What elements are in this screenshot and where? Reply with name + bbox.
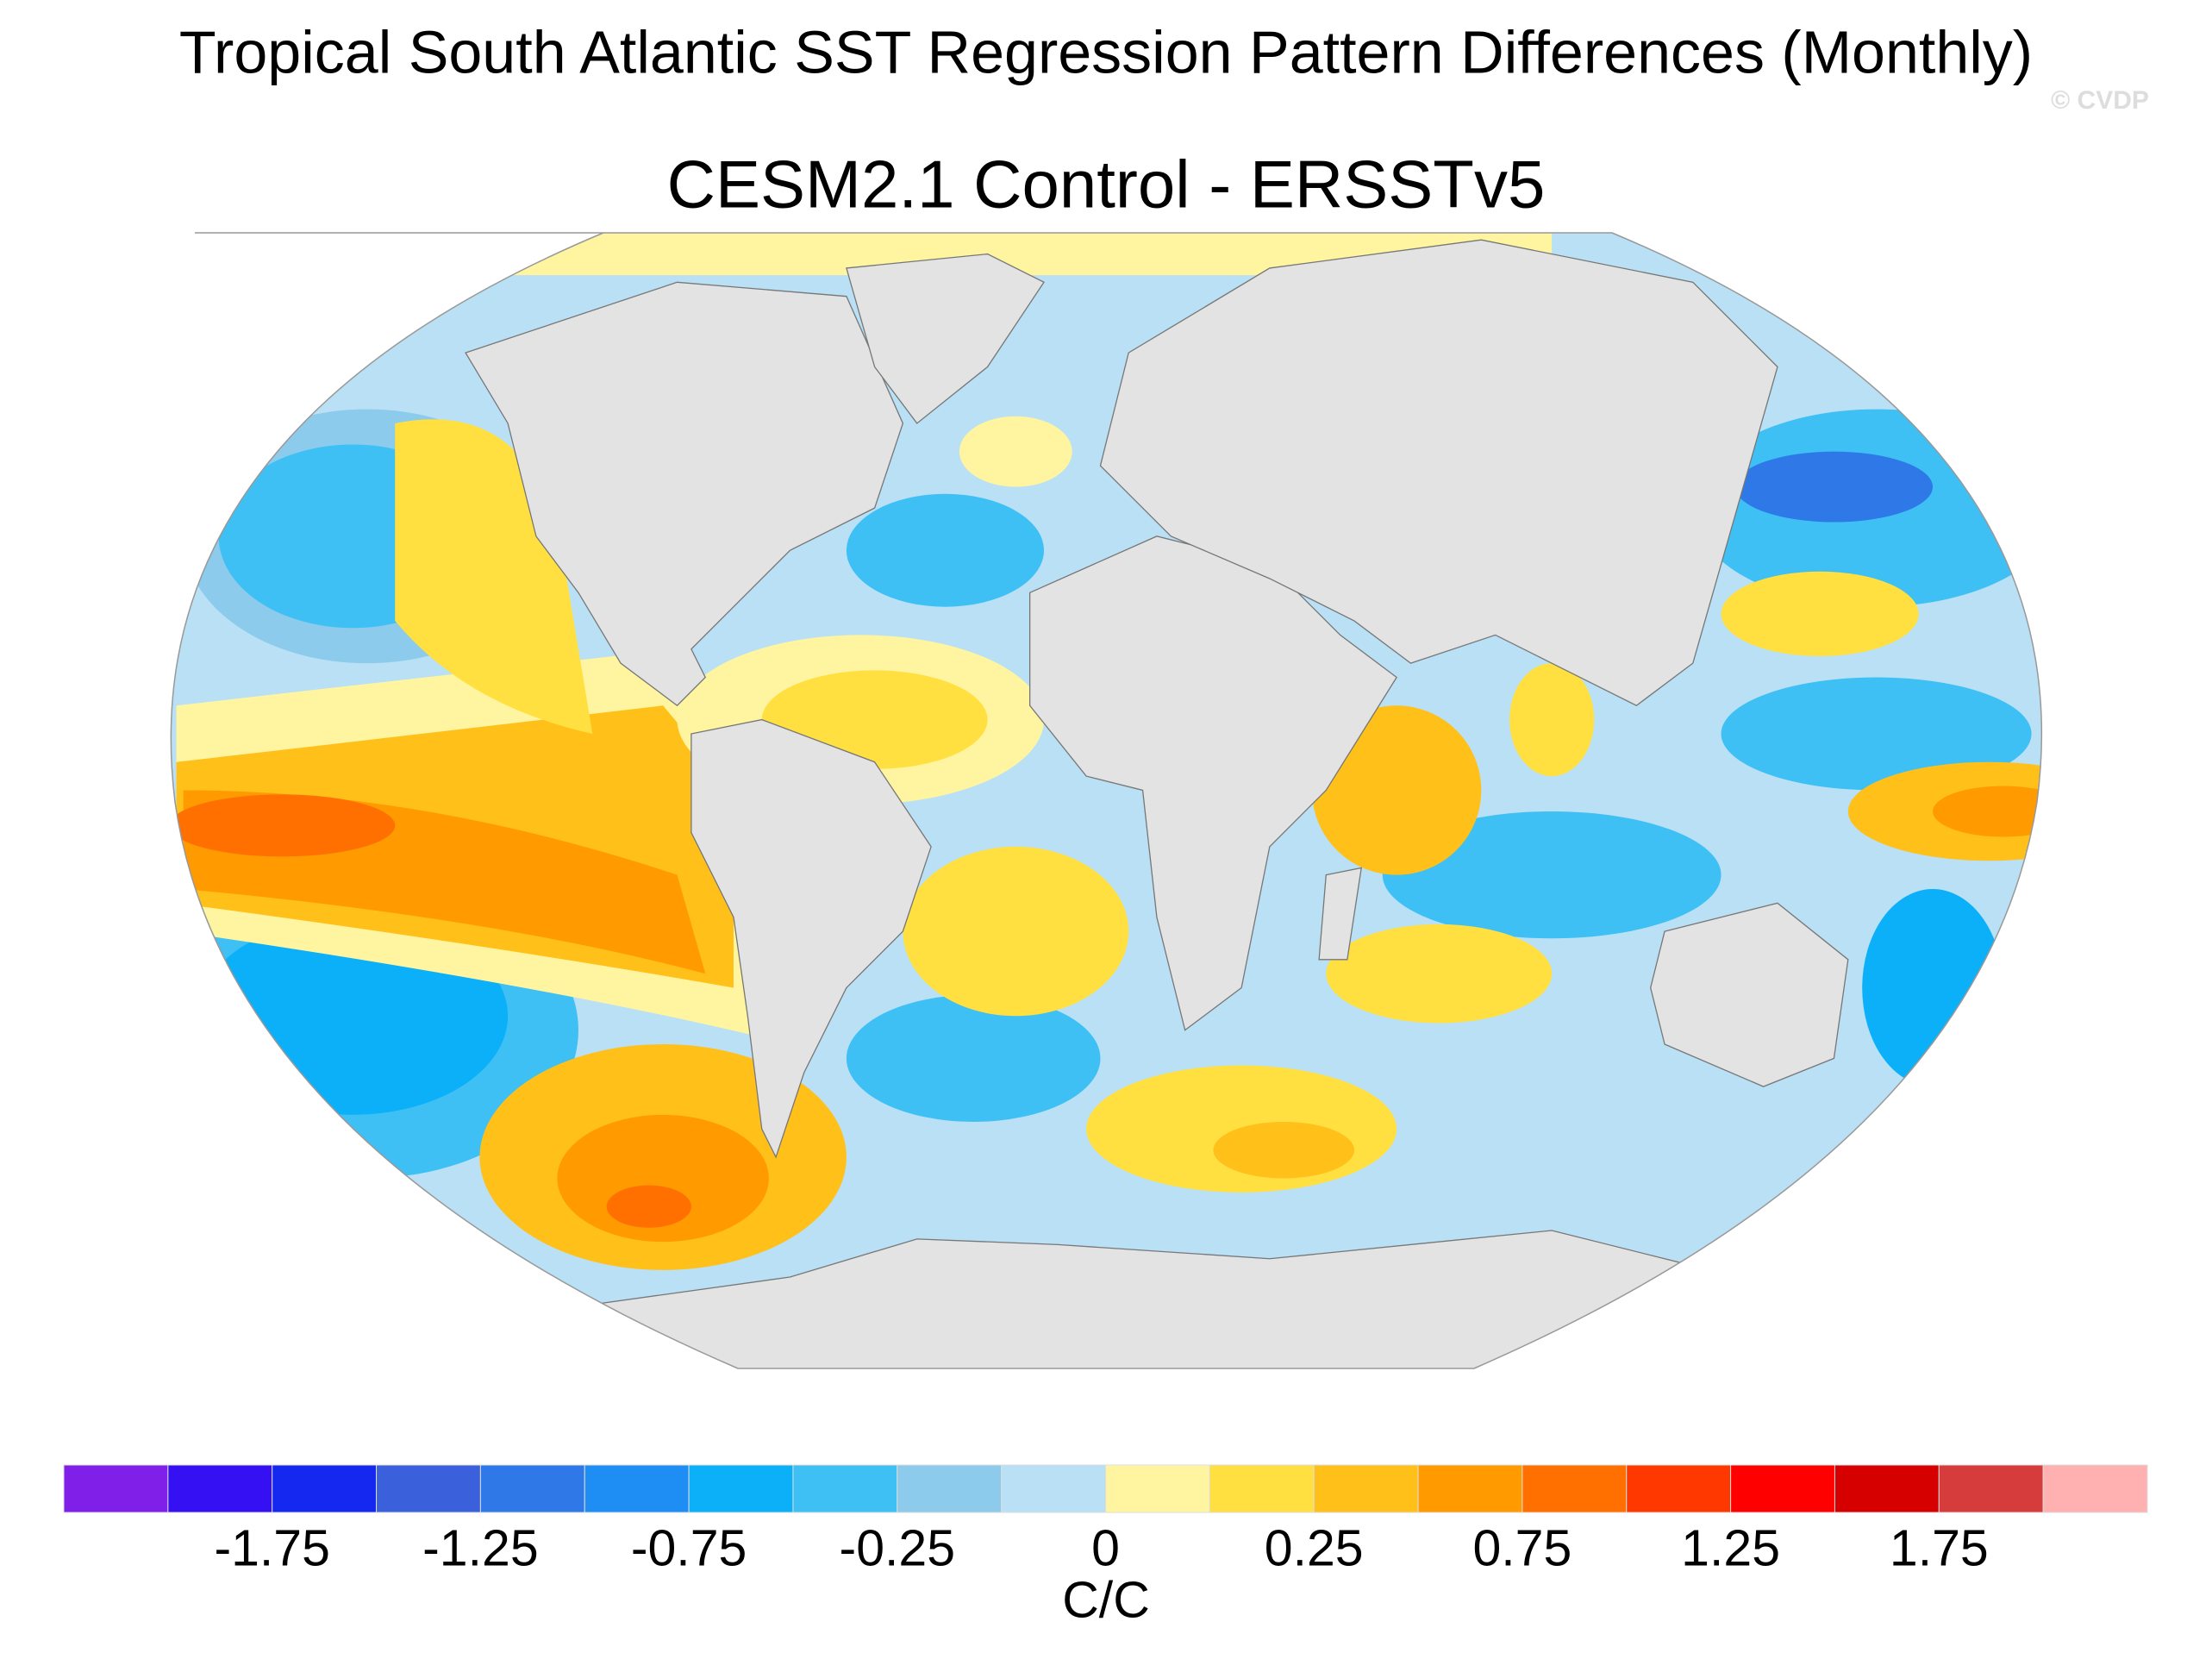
colorbar-box [63,1464,169,1513]
colorbar-box [1001,1464,1107,1513]
colorbar-label: C/C [1062,1572,1150,1629]
colorbar-box [1105,1464,1210,1513]
colorbar-box [1626,1464,1732,1513]
map-border [170,232,2043,1369]
colorbar-tick-label: 1.75 [1890,1520,1989,1577]
colorbar-tick-label: 0 [1091,1520,1120,1577]
colorbar: -1.75 -1.25 -0.75 -0.25 0 0.25 0.75 1.25 1.75 [63,1464,2148,1577]
colorbar-box [1209,1464,1315,1513]
colorbar-tick-label: 0.25 [1265,1520,1364,1577]
colorbar-box [792,1464,898,1513]
colorbar-box [479,1464,585,1513]
colorbar-box [2042,1464,2148,1513]
colorbar-box [167,1464,273,1513]
colorbar-box [272,1464,378,1513]
watermark: © CVDP [2051,86,2149,115]
colorbar-box [897,1464,1003,1513]
colorbar-tick-label: -1.75 [214,1520,329,1577]
colorbar-box [1834,1464,1940,1513]
colorbar-tick-label: 1.25 [1681,1520,1780,1577]
colorbar-box [1313,1464,1419,1513]
colorbar-box [1730,1464,1835,1513]
colorbar-box [1938,1464,2044,1513]
colorbar-tick-label: -0.25 [840,1520,955,1577]
colorbar-box [688,1464,794,1513]
colorbar-box [1522,1464,1628,1513]
colorbar-box [1417,1464,1523,1513]
colorbar-tick-label: -0.75 [631,1520,747,1577]
colorbar-box [376,1464,481,1513]
map-title: CESM2.1 Control - ERSSTv5 [667,147,1546,222]
colorbar-tick-label: 0.75 [1472,1520,1572,1577]
colorbar-tick-label: -1.25 [422,1520,538,1577]
colorbar-box [584,1464,690,1513]
page-title: Tropical South Atlantic SST Regression P… [179,18,2033,85]
